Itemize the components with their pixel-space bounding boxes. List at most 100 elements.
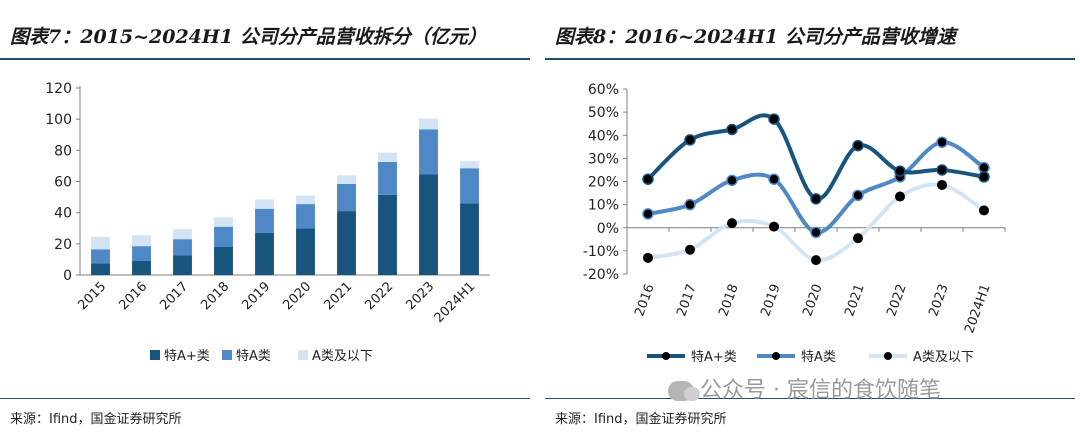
y-tick-label: 60 (54, 175, 72, 191)
bar-segment (337, 211, 356, 275)
bar-segment (460, 203, 479, 275)
x-tick-label: 2019 (758, 282, 783, 318)
left-panel: 图表7：2015~2024H1 公司分产品营收拆分（亿元） 0 20 40 60 80 1… (0, 0, 530, 435)
bar-segment (296, 228, 315, 275)
right-figure-title: 图表8：2016~2024H1 公司分产品营收增速 (555, 26, 956, 48)
legend-swatch (298, 350, 308, 360)
x-tick-label: 2021 (321, 279, 355, 313)
legend-swatch (222, 350, 232, 360)
bar-segment (337, 183, 356, 212)
bar-segment (173, 239, 192, 256)
data-point (978, 171, 990, 183)
bar-segment (91, 249, 110, 264)
x-tick-label: 2017 (157, 279, 191, 313)
y-tick-label: 30% (588, 151, 619, 167)
data-point (810, 193, 822, 205)
bar-segment (214, 226, 233, 247)
y-tick-label: 50% (588, 105, 619, 121)
y-tick-label: 60% (588, 82, 619, 98)
x-tick-label: 2020 (800, 282, 825, 318)
wechat-icon (668, 381, 700, 401)
x-tick-label: 2020 (280, 279, 314, 313)
bar-segment (337, 175, 356, 184)
data-point (642, 208, 654, 220)
x-tick-label: 2024H1 (432, 279, 479, 326)
legend-label: A类及以下 (312, 349, 373, 364)
data-point (894, 165, 906, 177)
data-point (936, 164, 948, 176)
bar-segment (419, 129, 438, 175)
y-tick-label: 40% (588, 128, 619, 144)
watermark: 公众号 · 宸信的食饮随笔 (668, 372, 941, 404)
x-tick-label: 2019 (239, 279, 273, 313)
data-point (811, 255, 821, 266)
legend-swatch (150, 350, 160, 360)
data-point (769, 221, 779, 232)
bar-segment (460, 168, 479, 204)
right-source-note: 来源：Ifind，国金证券研究所 (555, 412, 727, 427)
bar-segment (419, 118, 438, 130)
bar-segment (296, 204, 315, 229)
data-point (852, 139, 864, 152)
data-point (726, 123, 738, 136)
data-point (937, 179, 947, 190)
bar-segment (132, 246, 151, 261)
bar-segment (255, 232, 274, 275)
legend-label: 特A类 (236, 349, 271, 364)
data-point (936, 136, 948, 148)
legend-label: 特A+类 (164, 349, 210, 364)
right-top-rule (545, 58, 1075, 60)
bar-segment (378, 152, 397, 163)
right-bottom-rule (545, 398, 1075, 399)
y-tick-label: -10% (583, 244, 619, 260)
x-tick-label: 2023 (403, 279, 437, 313)
y-tick-label: 40 (54, 206, 72, 222)
data-point (810, 226, 822, 239)
x-tick-label: 2017 (674, 282, 699, 318)
x-tick-label: 2016 (632, 282, 657, 318)
x-tick-label: 2022 (884, 282, 909, 318)
data-point (727, 218, 737, 229)
data-point (853, 233, 863, 244)
watermark-text: 公众号 · 宸信的食饮随笔 (700, 378, 941, 403)
legend-marker (772, 352, 780, 360)
right-panel: 图表8：2016~2024H1 公司分产品营收增速 -20% -10% 0% 10% 2… (545, 0, 1075, 435)
data-point (768, 173, 780, 185)
y-tick-label: 0% (597, 221, 619, 237)
bar-segment (378, 162, 397, 195)
left-source-note: 来源：Ifind，国金证券研究所 (10, 412, 182, 427)
data-point (684, 198, 696, 211)
series-line (646, 113, 985, 201)
bar-segment (173, 255, 192, 275)
legend-label: 特A类 (801, 350, 836, 365)
y-tick-label: 10% (588, 198, 619, 214)
left-bottom-rule (0, 398, 530, 399)
x-tick-label: 2023 (926, 282, 951, 318)
legend-label: A类及以下 (913, 350, 974, 365)
legend-marker (884, 352, 892, 360)
bar-segment (91, 263, 110, 275)
data-point (642, 173, 654, 185)
bar-segment (419, 174, 438, 275)
bar-segment (255, 208, 274, 233)
series-line (647, 140, 986, 235)
data-point (768, 113, 780, 125)
y-tick-label: 100 (45, 112, 72, 128)
y-tick-label: 120 (45, 81, 72, 97)
growth-line-chart: -20% -10% 0% 10% 20% 30% 40% 50% 60% 2016 2017 2018… (583, 82, 1006, 365)
bar-segment (255, 199, 274, 209)
bar-segment (91, 236, 110, 250)
x-tick-label: 2022 (362, 279, 396, 313)
x-tick-label: 2024H1 (962, 282, 994, 335)
bar-segment (173, 229, 192, 240)
left-top-rule (0, 58, 530, 60)
bar-segment (214, 246, 233, 275)
data-point (895, 191, 905, 202)
bar-segment (296, 195, 315, 205)
data-point (684, 134, 696, 146)
x-tick-label: 2018 (198, 279, 232, 313)
data-point (979, 205, 989, 216)
bar-segment (132, 260, 151, 275)
y-tick-label: 20% (588, 175, 619, 191)
bar-segment (378, 194, 397, 275)
